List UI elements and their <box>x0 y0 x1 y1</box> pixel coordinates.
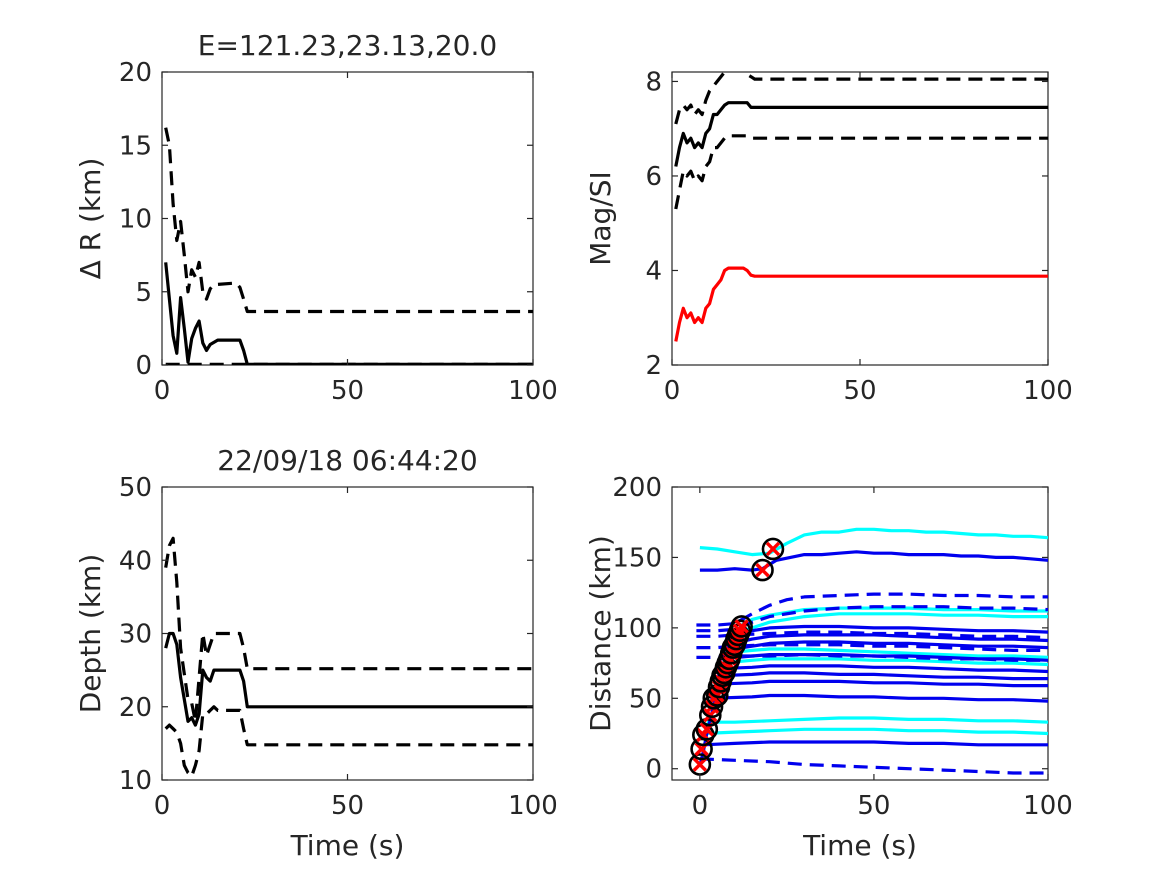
series-line-17 <box>717 671 1048 681</box>
trigger-cross-marker <box>755 562 770 578</box>
y-axis-label: Mag/SI <box>584 171 617 266</box>
y-tick-label: 5 <box>135 278 152 308</box>
series-line-4 <box>737 612 1048 634</box>
x-axis-label: Time (s) <box>290 829 405 862</box>
y-tick-label: 30 <box>119 620 152 650</box>
y-tick-label: 4 <box>645 256 662 286</box>
y-tick-label: 150 <box>612 543 662 573</box>
y-axis-label: Depth (km) <box>74 554 107 714</box>
station-circle-marker <box>761 537 785 561</box>
x-tick-label: 0 <box>692 791 709 821</box>
trigger-cross-marker <box>692 757 708 772</box>
series-line-4 <box>674 266 1048 342</box>
series-group <box>688 527 1048 776</box>
y-tick-label: 40 <box>119 546 152 576</box>
x-tick-label: 100 <box>508 376 558 406</box>
y-tick-label: 6 <box>645 162 662 192</box>
y-tick-label: 50 <box>119 473 152 503</box>
series-line-16 <box>717 664 1048 674</box>
series-line-2 <box>674 72 1048 125</box>
series-line-19 <box>710 693 1048 703</box>
series-line-18 <box>713 679 1048 688</box>
series-group <box>674 72 1048 342</box>
x-tick-label: 0 <box>154 376 171 406</box>
series-line-2 <box>164 536 533 723</box>
series-line-6 <box>696 605 1048 633</box>
series-line-1 <box>164 262 533 365</box>
series-line-7 <box>730 624 1048 641</box>
series-line-21 <box>703 727 1048 736</box>
series-line-1 <box>164 631 533 727</box>
y-tick-label: 20 <box>119 693 152 723</box>
series-line-2 <box>164 127 533 314</box>
series-group <box>164 536 533 778</box>
trigger-cross-marker <box>765 541 781 557</box>
series-line-1 <box>699 527 1048 557</box>
x-tick-label: 100 <box>1023 376 1073 406</box>
series-line-3 <box>674 134 1048 210</box>
y-tick-label: 10 <box>119 205 152 235</box>
x-tick-label: 50 <box>843 376 876 406</box>
x-tick-label: 0 <box>664 376 681 406</box>
panel-depth: 0 50 100 10 20 30 40 50 22/09/18 06:44:20 Time (s… <box>74 444 558 862</box>
x-tick-label: 0 <box>154 791 171 821</box>
series-line-1 <box>674 101 1048 167</box>
y-tick-label: 200 <box>612 473 662 503</box>
y-tick-label: 15 <box>119 131 152 161</box>
series-line-22 <box>703 740 1048 747</box>
x-tick-label: 50 <box>331 376 364 406</box>
y-axis-label: Distance (km) <box>584 535 617 732</box>
plot-area <box>161 71 534 366</box>
panel-mag: 0 50 100 2 4 6 8 Mag/SI <box>584 67 1073 406</box>
y-axis-label: Δ R (km) <box>74 158 107 280</box>
station-circle-marker <box>751 558 774 582</box>
x-tick-label: 100 <box>1023 791 1073 821</box>
series-line-23 <box>699 757 1048 775</box>
station-circle-marker <box>730 615 753 638</box>
y-tick-label: 2 <box>645 351 662 381</box>
y-tick-label: 0 <box>135 351 152 381</box>
series-line-20 <box>706 716 1048 724</box>
series-line-14 <box>720 657 1048 667</box>
series-group <box>164 127 533 365</box>
series-line-3 <box>164 705 533 778</box>
panel-title: E=121.23,23.13,20.0 <box>198 29 497 62</box>
y-tick-label: 20 <box>119 58 152 88</box>
trigger-cross-marker <box>734 619 749 634</box>
panel-dist: 0 50 100 0 50 100 150 200 Time (s) Distance (km) <box>584 473 1073 862</box>
series-line-2 <box>699 550 1048 572</box>
x-axis-label: Time (s) <box>802 829 917 862</box>
y-tick-label: 100 <box>612 614 662 644</box>
y-tick-label: 10 <box>119 766 152 796</box>
plot-area <box>671 71 1049 366</box>
x-tick-label: 100 <box>508 791 558 821</box>
x-tick-label: 50 <box>331 791 364 821</box>
y-tick-label: 0 <box>645 755 662 785</box>
y-tick-label: 8 <box>645 67 662 97</box>
y-tick-label: 50 <box>629 684 662 714</box>
series-line-11 <box>724 647 1048 659</box>
x-tick-label: 50 <box>857 791 890 821</box>
panel-dr: 0 50 100 0 5 10 15 20 E=121.23,23.13,20.0 Δ R (km… <box>74 29 558 406</box>
panel-title: 22/09/18 06:44:20 <box>217 444 477 477</box>
